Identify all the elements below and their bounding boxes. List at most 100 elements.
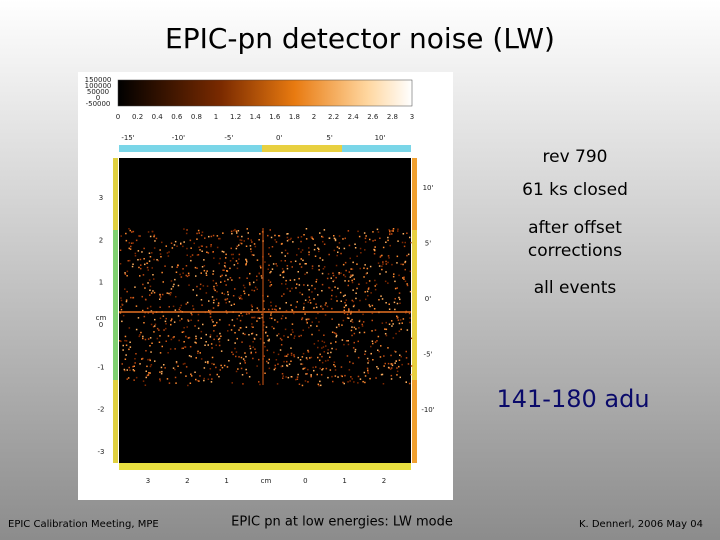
noise-pixel [120,235,122,237]
noise-pixel [276,383,279,385]
noise-pixel [333,279,335,282]
noise-pixel [338,323,340,326]
noise-pixel [121,363,123,365]
noise-pixel [342,381,344,384]
noise-pixel [192,308,195,310]
noise-pixel [240,367,243,370]
noise-pixel [347,230,350,232]
noise-pixel [149,372,151,374]
noise-pixel [362,321,365,323]
noise-pixel [401,322,403,324]
noise-pixel [396,302,399,305]
noise-pixel [317,312,319,315]
noise-pixel [195,342,197,344]
noise-pixel [275,359,278,361]
noise-pixel [182,331,185,333]
noise-pixel [124,369,126,372]
noise-pixel [146,262,148,264]
noise-pixel [333,332,336,334]
noise-pixel [298,335,300,338]
noise-pixel [197,229,200,232]
noise-pixel [317,346,319,349]
noise-pixel [142,274,145,276]
noise-pixel [153,278,155,280]
noise-pixel [385,241,387,243]
noise-pixel [147,282,149,284]
noise-pixel [274,367,277,370]
noise-pixel [175,296,177,298]
noise-pixel [214,289,216,292]
noise-pixel [308,296,310,298]
noise-pixel [129,229,131,232]
noise-pixel [271,308,274,310]
noise-pixel [352,347,355,349]
noise-pixel [359,247,362,250]
noise-pixel [237,235,239,238]
noise-pixel [290,237,292,240]
noise-pixel [200,358,203,360]
left-axis-tick: 3 [99,194,103,202]
noise-pixel [396,367,398,369]
noise-pixel [163,364,165,366]
noise-pixel [203,377,205,380]
noise-pixel [410,365,413,367]
noise-pixel [168,382,171,384]
noise-pixel [214,324,217,327]
noise-pixel [278,235,280,237]
noise-pixel [385,334,388,337]
noise-pixel [298,284,301,286]
noise-pixel [378,299,380,301]
colorbar-tick-label: 0.6 [171,113,183,121]
noise-pixel [170,242,173,244]
noise-pixel [371,304,374,307]
noise-pixel [406,329,409,331]
noise-pixel [389,232,391,234]
noise-pixel [198,232,200,234]
noise-pixel [177,315,180,317]
noise-pixel [208,309,210,312]
noise-pixel [137,259,139,261]
noise-pixel [332,280,334,283]
noise-pixel [164,367,166,369]
noise-pixel [245,245,248,247]
noise-pixel [143,258,145,260]
noise-pixel [168,306,170,308]
noise-pixel [300,258,302,260]
noise-pixel [334,365,336,368]
noise-pixel [371,340,374,342]
noise-pixel [243,240,245,242]
noise-pixel [125,232,127,235]
noise-pixel [150,292,153,294]
colorbar-tick-label: 3 [410,113,414,121]
noise-pixel [409,270,412,273]
noise-pixel [211,362,213,365]
noise-pixel [318,269,320,271]
noise-pixel [406,232,408,234]
noise-pixel [358,327,360,329]
noise-pixel [213,285,215,288]
noise-pixel [410,373,412,376]
noise-pixel [394,350,396,352]
noise-pixel [251,309,253,311]
noise-pixel [259,317,261,319]
noise-pixel [179,307,181,309]
top-axis-tick: 0' [276,134,282,142]
noise-pixel [286,236,289,239]
noise-pixel [353,278,355,280]
noise-pixel [281,283,283,285]
noise-pixel [351,318,353,321]
noise-pixel [390,363,392,365]
noise-pixel [212,251,214,253]
noise-pixel [235,230,238,232]
noise-pixel [286,287,289,290]
noise-pixel [343,309,345,312]
noise-pixel [341,339,344,341]
noise-pixel [227,291,229,293]
noise-pixel [201,250,203,252]
noise-pixel [205,292,208,294]
noise-pixel [170,292,172,294]
noise-pixel [281,268,284,270]
noise-pixel [271,317,273,320]
noise-pixel [242,383,244,385]
noise-pixel [398,274,400,277]
